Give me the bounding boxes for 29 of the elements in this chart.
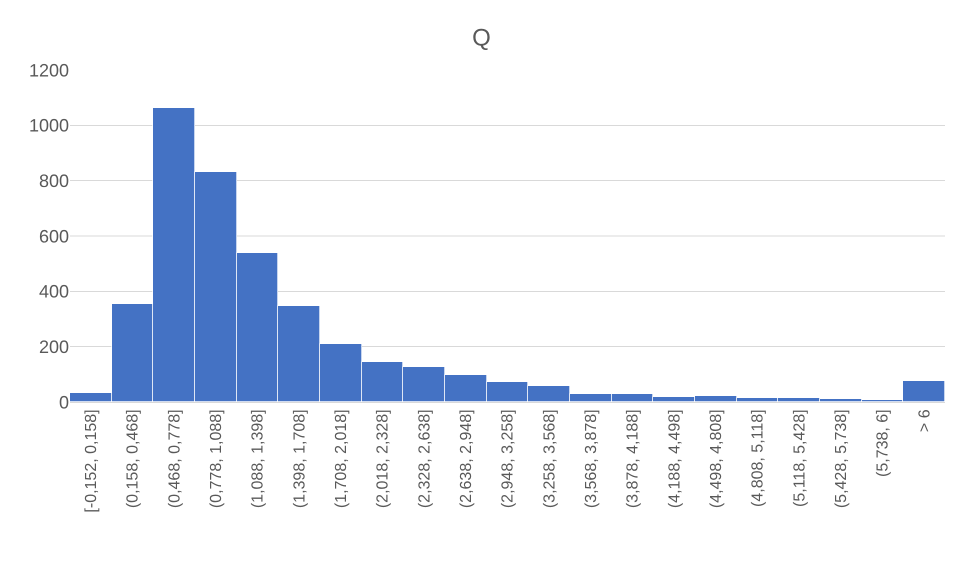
x-tick-label: (1,708, 2,018] [333, 409, 350, 508]
x-tick-label: (2,328, 2,638] [416, 409, 434, 508]
x-tick-label: (5,428, 5,738] [833, 409, 850, 508]
y-tick-label: 800 [38, 170, 69, 191]
x-tick-label: (0,468, 0,778] [166, 409, 184, 508]
x-tick-label: > 6 [916, 409, 934, 432]
y-tick-label: 600 [38, 226, 69, 246]
y-tick-label: 200 [38, 336, 69, 357]
x-tick-label: (4,808, 5,118] [750, 409, 767, 507]
x-tick-label: (0,778, 1,088] [208, 409, 226, 508]
x-tick-label: (3,568, 3,878] [583, 409, 600, 508]
x-tick-label: (2,638, 2,948] [458, 409, 476, 508]
x-tick-label: (0,158, 0,468] [124, 409, 142, 508]
x-tick-label: (2,948, 3,258] [500, 409, 517, 508]
x-tick-label: (5,738, 6] [874, 409, 892, 478]
y-tick-label: 400 [38, 282, 69, 302]
x-tick-label: (3,258, 3,568] [541, 409, 558, 508]
x-tick-label: (4,188, 4,498] [666, 409, 684, 508]
y-tick-label: 0 [58, 392, 69, 412]
x-tick-label: (4,498, 4,808] [708, 409, 726, 508]
y-tick-label: 1200 [28, 60, 69, 80]
x-tick-label: (5,118, 5,428] [791, 409, 808, 507]
x-tick-label: (3,878, 4,188] [624, 409, 642, 508]
x-tick-label: (2,018, 2,328] [374, 409, 392, 508]
x-tick-label: [-0,152, 0,158] [83, 409, 100, 513]
chart-title: Q [472, 24, 491, 52]
x-tick-label: (1,088, 1,398] [250, 409, 267, 508]
y-tick-label: 1000 [28, 116, 69, 136]
x-tick-label: (1,398, 1,708] [291, 409, 308, 508]
